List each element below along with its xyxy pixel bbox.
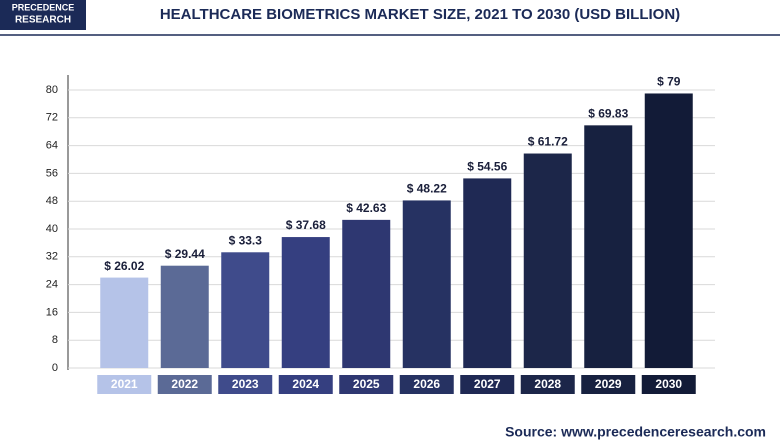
bar	[402, 200, 451, 368]
category-box	[460, 375, 515, 394]
value-label: $ 33.3	[229, 233, 263, 247]
category-box	[641, 375, 696, 394]
x-tick-label: 2027	[474, 377, 501, 391]
value-label: $ 26.02	[104, 259, 144, 273]
category-box	[520, 375, 575, 394]
y-tick-label: 16	[46, 306, 58, 318]
bar	[644, 93, 693, 368]
bar	[160, 265, 209, 368]
bar	[100, 277, 149, 368]
logo-text: RESEARCH	[15, 15, 71, 26]
logo-box	[0, 0, 86, 30]
x-tick-label: 2030	[655, 377, 682, 391]
category-box	[218, 375, 273, 394]
category-box	[157, 375, 212, 394]
bar	[463, 178, 512, 368]
x-tick-label: 2025	[353, 377, 380, 391]
y-tick-label: 8	[52, 334, 58, 346]
category-box	[339, 375, 394, 394]
value-label: $ 61.72	[528, 135, 568, 149]
logo-text: PRECEDENCE	[12, 2, 75, 12]
category-box	[278, 375, 333, 394]
y-tick-label: 40	[46, 223, 58, 235]
y-tick-label: 32	[46, 251, 58, 263]
bar	[281, 237, 330, 368]
value-label: $ 69.83	[588, 107, 628, 121]
x-tick-label: 2022	[171, 377, 198, 391]
x-tick-label: 2021	[111, 377, 138, 391]
x-tick-label: 2024	[292, 377, 319, 391]
y-tick-label: 24	[46, 279, 58, 291]
y-tick-label: 72	[46, 112, 58, 124]
category-box	[97, 375, 152, 394]
bar	[523, 153, 572, 368]
bar	[221, 252, 270, 368]
value-label: $ 37.68	[286, 218, 326, 232]
y-tick-label: 48	[46, 195, 58, 207]
bar	[584, 125, 633, 368]
value-label: $ 29.44	[165, 247, 205, 261]
category-box	[581, 375, 636, 394]
x-tick-label: 2026	[413, 377, 440, 391]
source: Source: www.precedenceresearch.com	[505, 424, 766, 440]
value-label: $ 54.56	[467, 160, 507, 174]
y-tick-label: 56	[46, 167, 58, 179]
category-box	[399, 375, 454, 394]
x-tick-label: 2029	[595, 377, 622, 391]
value-label: $ 79	[657, 75, 681, 89]
bar	[342, 219, 391, 368]
y-tick-label: 64	[46, 140, 58, 152]
value-label: $ 42.63	[346, 201, 386, 215]
value-label: $ 48.22	[407, 182, 447, 196]
y-tick-label: 80	[46, 84, 58, 96]
x-tick-label: 2028	[534, 377, 561, 391]
y-tick-label: 0	[52, 362, 58, 374]
chart-title: HEALTHCARE BIOMETRICS MARKET SIZE, 2021 …	[160, 6, 680, 23]
x-tick-label: 2023	[232, 377, 259, 391]
